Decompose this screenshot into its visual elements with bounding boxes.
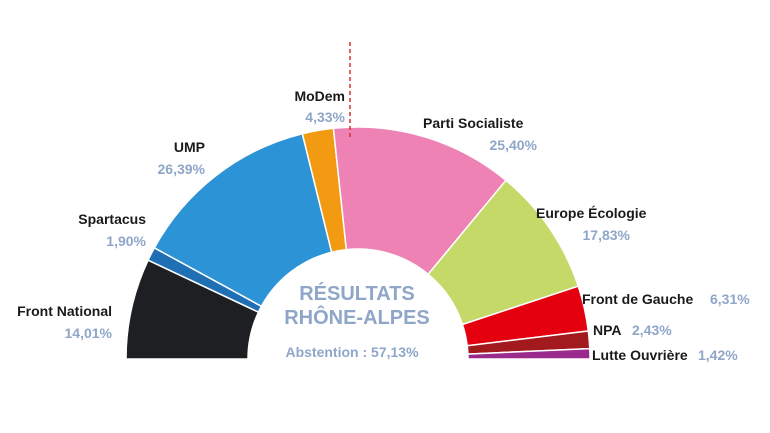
chart-slices [125, 126, 591, 360]
chart-labels: Front National 14,01% Spartacus 1,90% UMP 26,… [17, 88, 750, 363]
label-name-parti-socialiste: Parti Socialiste [423, 115, 524, 131]
label-value-npa: 2,43% [632, 322, 672, 338]
label-value-spartacus: 1,90% [106, 233, 146, 249]
label-value-europe-ecologie: 17,83% [583, 227, 631, 243]
label-value-front-de-gauche: 6,31% [710, 291, 750, 307]
label-name-spartacus: Spartacus [78, 211, 146, 227]
label-name-ump: UMP [174, 139, 205, 155]
label-name-modem: MoDem [294, 88, 345, 104]
label-value-parti-socialiste: 25,40% [490, 137, 538, 153]
label-name-lutte-ouvriere: Lutte Ouvrière [592, 347, 688, 363]
center-title-line-1: RÉSULTATS [299, 282, 415, 305]
label-value-ump: 26,39% [158, 161, 206, 177]
label-value-modem: 4,33% [305, 109, 345, 125]
label-name-front-de-gauche: Front de Gauche [582, 291, 693, 307]
slice-ump [153, 132, 333, 308]
center-title-line-2: RHÔNE-ALPES [284, 305, 430, 329]
label-name-front-national: Front National [17, 303, 112, 319]
abstention-label: Abstention : 57,13% [285, 344, 419, 360]
label-name-npa: NPA [593, 322, 622, 338]
label-value-front-national: 14,01% [65, 325, 113, 341]
label-value-lutte-ouvriere: 1,42% [698, 347, 738, 363]
slice-lutte-ouvriere [467, 347, 591, 360]
label-name-europe-ecologie: Europe Écologie [536, 205, 647, 221]
